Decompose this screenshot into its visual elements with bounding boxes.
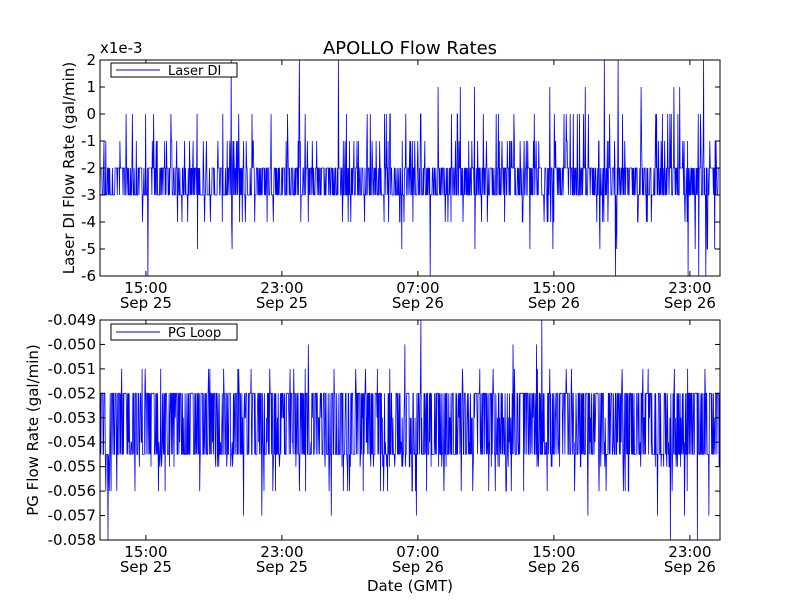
- pg-y-tick-label: -0.058: [48, 531, 96, 549]
- pg-x-tick-date: Sep 26: [664, 558, 716, 576]
- pg-y-tick-label: -0.054: [48, 433, 96, 451]
- laser-di-y-axis: -6 -5 -4 -3 -2 -1 0 1 2: [81, 51, 720, 285]
- laser-di-x-tick-date: Sep 25: [120, 294, 172, 312]
- laser-di-y-tick-label: -1: [81, 132, 96, 150]
- laser-di-legend-box: [110, 62, 238, 78]
- pg-y-tick-label: -0.049: [48, 311, 96, 329]
- laser-di-y-tick-label: -6: [81, 267, 96, 285]
- laser-di-x-tick-date: Sep 26: [664, 294, 716, 312]
- chart-title: APOLLO Flow Rates: [323, 38, 497, 59]
- pg-y-tick-label: -0.052: [48, 384, 96, 402]
- laser-di-x-tick-time: 23:00: [260, 279, 303, 297]
- pg-legend-label: PG Loop: [168, 326, 221, 341]
- pg-x-tick-date: Sep 26: [528, 558, 580, 576]
- laser-di-y-tick-label: 1: [86, 78, 96, 96]
- laser-di-x-tick-date: Sep 26: [528, 294, 580, 312]
- pg-x-tick-time: 23:00: [668, 543, 711, 561]
- laser-di-x-tick-time: 07:00: [396, 279, 439, 297]
- pg-x-tick-date: Sep 25: [256, 558, 308, 576]
- pg-legend: PG Loop: [110, 323, 238, 341]
- pg-x-tick-date: Sep 25: [120, 558, 172, 576]
- laser-di-series-line: [100, 60, 720, 276]
- laser-di-y-tick-label: 0: [86, 105, 96, 123]
- pg-x-tick-date: Sep 26: [392, 558, 444, 576]
- laser-di-x-tick-time: 15:00: [532, 279, 575, 297]
- x-axis-label: Date (GMT): [367, 577, 453, 595]
- pg-legend-box: [110, 323, 238, 341]
- laser-di-frame: [99, 59, 721, 277]
- laser-di-x-tick-time: 15:00: [124, 279, 167, 297]
- pg-x-tick-time: 15:00: [124, 543, 167, 561]
- pg-series: [100, 320, 720, 540]
- laser-di-y-tick-label: -4: [81, 213, 96, 231]
- laser-di-offset-label: x1e-3: [100, 39, 143, 57]
- pg-series-line: [100, 320, 720, 540]
- laser-di-y-tick-label: 2: [86, 51, 96, 69]
- laser-di-legend: Laser DI: [110, 62, 238, 79]
- pg-panel: -0.058 -0.057 -0.056 -0.055 -0.054 -0.053 -0.0…: [24, 311, 721, 595]
- laser-di-x-tick-date: Sep 25: [256, 294, 308, 312]
- laser-di-y-label: Laser DI Flow Rate (gal/min): [60, 62, 78, 274]
- pg-y-tick-label: -0.055: [48, 458, 96, 476]
- pg-y-tick-label: -0.050: [48, 335, 96, 353]
- pg-y-axis: -0.058 -0.057 -0.056 -0.055 -0.054 -0.053 -0.0…: [48, 311, 720, 549]
- pg-x-tick-time: 07:00: [396, 543, 439, 561]
- laser-di-y-tick-label: -5: [81, 240, 96, 258]
- laser-di-legend-label: Laser DI: [168, 64, 221, 79]
- laser-di-y-tick-label: -3: [81, 186, 96, 204]
- laser-di-x-tick-time: 23:00: [668, 279, 711, 297]
- pg-x-tick-time: 15:00: [532, 543, 575, 561]
- pg-x-tick-time: 23:00: [260, 543, 303, 561]
- pg-y-label: PG Flow Rate (gal/min): [24, 344, 42, 516]
- laser-di-y-tick-label: -2: [81, 159, 96, 177]
- pg-y-tick-label: -0.053: [48, 409, 96, 427]
- laser-di-series: [100, 60, 720, 276]
- laser-di-x-tick-date: Sep 26: [392, 294, 444, 312]
- pg-y-tick-label: -0.056: [48, 482, 96, 500]
- pg-y-tick-label: -0.057: [48, 507, 96, 525]
- pg-y-tick-label: -0.051: [48, 360, 96, 378]
- pg-frame: [99, 319, 721, 541]
